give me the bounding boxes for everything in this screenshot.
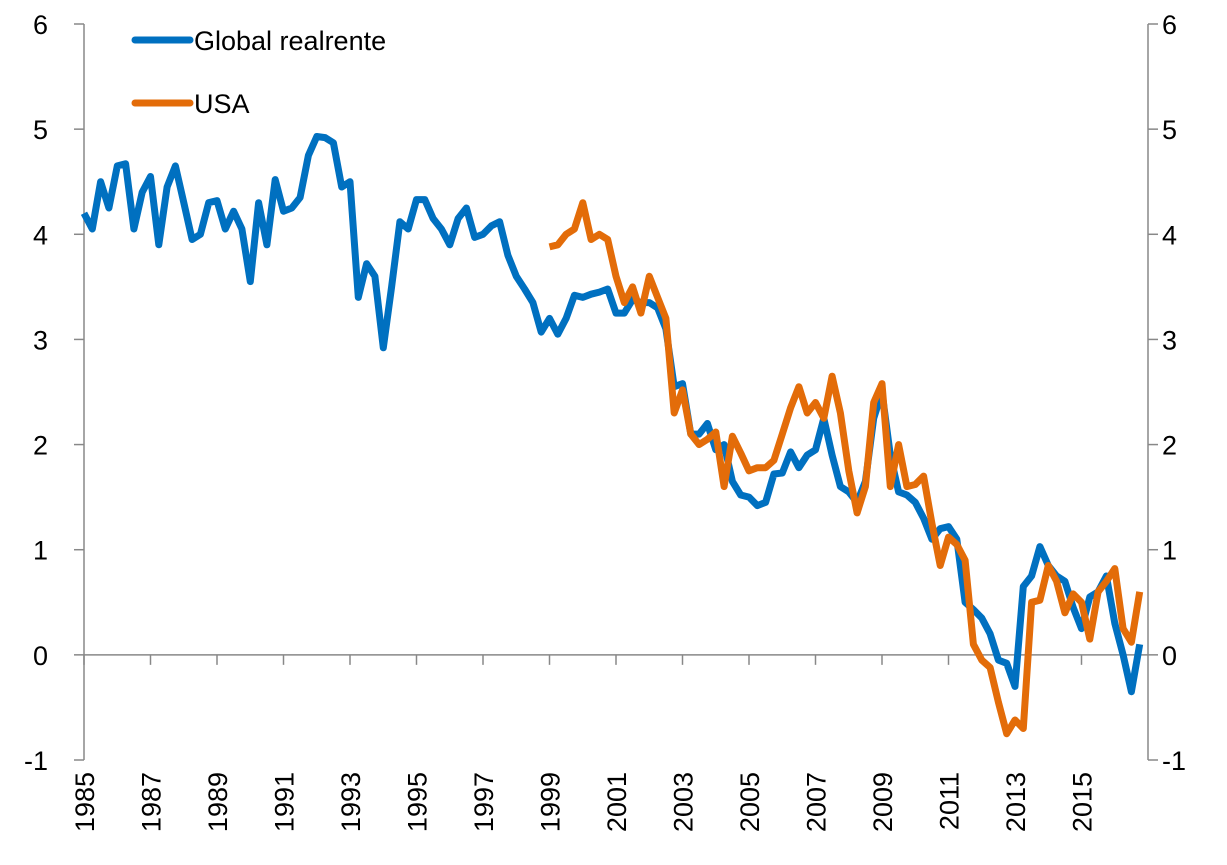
- x-tick-label: 2003: [669, 772, 699, 832]
- y-tick-label: 2: [33, 431, 48, 461]
- y-tick-label: 5: [33, 115, 48, 145]
- x-tick-label: 1997: [469, 772, 499, 832]
- y2-tick-label: 2: [1162, 431, 1177, 461]
- y2-tick-label: 3: [1162, 325, 1177, 355]
- y-tick-label: 0: [33, 641, 48, 671]
- y2-tick-label: 6: [1162, 10, 1177, 40]
- x-tick-label: 1999: [536, 772, 566, 832]
- x-tick-label: 1989: [203, 772, 233, 832]
- y-tick-label: 6: [33, 10, 48, 40]
- y2-tick-label: 4: [1162, 220, 1177, 250]
- x-tick-label: 2005: [735, 772, 765, 832]
- x-tick-label: 2011: [935, 772, 965, 830]
- x-tick-label: 1985: [70, 772, 100, 832]
- legend-label: Global realrente: [194, 26, 386, 56]
- y-tick-label: 4: [33, 220, 48, 250]
- x-tick-label: 2001: [602, 772, 632, 832]
- x-tick-label: 1991: [270, 772, 300, 832]
- x-tick-label: 1987: [137, 772, 167, 832]
- legend-label: USA: [194, 89, 250, 119]
- x-tick-label: 2009: [868, 772, 898, 832]
- y-tick-label: 3: [33, 325, 48, 355]
- x-tick-label: 2013: [1001, 772, 1031, 832]
- series-line: [548, 199, 1144, 738]
- x-tick-label: 2015: [1068, 772, 1098, 832]
- y2-tick-label: -1: [1162, 746, 1186, 776]
- x-tick-label: 2007: [802, 772, 832, 832]
- x-tick-label: 1993: [336, 772, 366, 832]
- y2-tick-label: 5: [1162, 115, 1177, 145]
- y-tick-label: 1: [33, 536, 48, 566]
- x-tick-label: 1995: [403, 772, 433, 832]
- series-line: [80, 133, 1144, 696]
- y-tick-label: -1: [24, 746, 48, 776]
- y2-tick-label: 1: [1162, 536, 1177, 566]
- y2-tick-label: 0: [1162, 641, 1177, 671]
